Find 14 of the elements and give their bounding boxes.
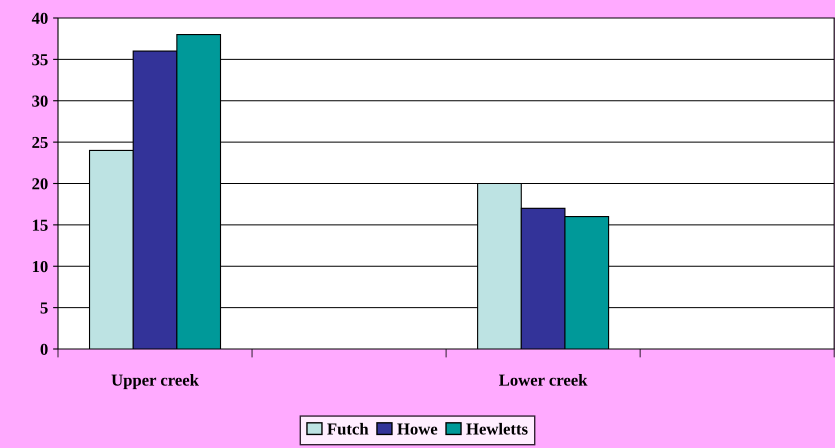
y-tick-label: 0 [40,344,48,355]
y-tick-label: 15 [32,220,48,231]
legend-label: Howe [397,424,438,435]
legend-label: Hewletts [466,422,528,435]
legend-label: Futch [327,422,368,435]
y-tick-label: 5 [40,302,48,314]
y-tick-label: 35 [32,54,48,66]
y-tick-label: 20 [32,178,48,190]
x-tick-label: Upper creek [112,374,199,390]
y-tick-label: 40 [32,12,48,24]
y-tick-label: 30 [32,95,48,107]
x-tick-label: Lower creek [499,374,588,386]
y-tick-label: 25 [32,136,48,148]
y-tick-label: 10 [32,260,48,272]
